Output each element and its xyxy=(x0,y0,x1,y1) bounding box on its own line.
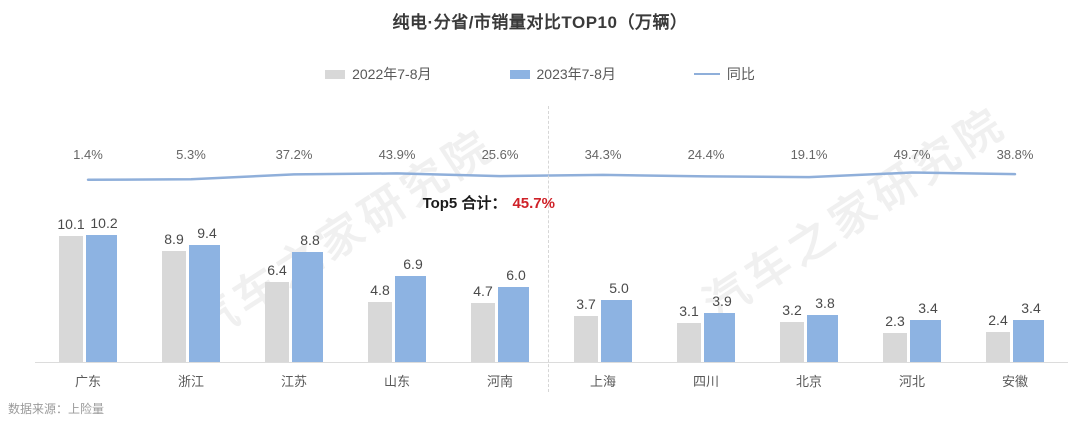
growth-rate-label: 24.4% xyxy=(687,147,725,162)
bar-value-2022: 2.4 xyxy=(988,312,1008,328)
bar-value-2022: 6.4 xyxy=(267,262,287,278)
bar-2022 xyxy=(471,303,495,362)
chart-title: 纯电·分省/市销量对比TOP10（万辆） xyxy=(392,13,688,32)
bar-value-2022: 2.3 xyxy=(885,313,905,330)
bar-2022 xyxy=(986,332,1010,362)
category-label: 四川 xyxy=(692,374,719,389)
bar-value-2023: 9.4 xyxy=(197,224,217,241)
bar-value-2023: 3.9 xyxy=(712,293,732,310)
bar-2022 xyxy=(883,333,907,362)
bar-value-2023: 10.2 xyxy=(90,214,118,231)
growth-rate-label: 5.3% xyxy=(176,147,206,162)
bar-2023 xyxy=(189,244,220,362)
category-label: 上海 xyxy=(589,374,616,389)
bar-value-2022: 10.1 xyxy=(57,215,85,232)
bar-value-2023: 6.9 xyxy=(403,255,423,272)
category-label: 浙江 xyxy=(177,374,204,389)
bar-2023 xyxy=(807,314,838,362)
legend-label: 同比 xyxy=(726,66,755,82)
category-label: 北京 xyxy=(795,374,822,389)
bar-2022 xyxy=(574,315,598,362)
growth-rate-label: 25.6% xyxy=(481,147,519,162)
bar-2023 xyxy=(86,234,117,362)
growth-rate-label: 37.2% xyxy=(275,147,313,162)
growth-rate-label: 49.7% xyxy=(893,147,931,162)
growth-rate-label: 38.8% xyxy=(996,147,1034,162)
legend-item-series1: 2023年7-8月 xyxy=(509,64,616,84)
legend-item-series0: 2022年7-8月 xyxy=(325,64,432,84)
top5-total-value: 45.7% xyxy=(512,195,555,212)
top5-total-annotation: Top5 合计： 45.7% xyxy=(405,192,555,213)
legend-item-trend: 同比 xyxy=(693,64,755,84)
bar-value-2022: 8.9 xyxy=(164,230,184,247)
growth-rate-label: 34.3% xyxy=(584,147,622,162)
category-label: 山东 xyxy=(383,374,410,389)
legend-bar-swatch xyxy=(325,69,346,79)
bar-2023 xyxy=(910,319,941,362)
bar-value-2022: 3.7 xyxy=(576,295,596,312)
x-axis-line xyxy=(35,362,1068,363)
legend-label: 2022年7-8月 xyxy=(352,66,432,82)
bar-value-2022: 3.1 xyxy=(679,303,699,320)
bar-value-2023: 8.8 xyxy=(300,232,320,248)
bar-2023 xyxy=(704,313,735,362)
bar-2023 xyxy=(601,299,632,362)
bar-value-2023: 3.4 xyxy=(918,299,938,316)
bar-2023 xyxy=(498,287,529,362)
top5-divider-line xyxy=(548,106,549,392)
legend-line-swatch xyxy=(693,73,720,75)
category-label: 安徽 xyxy=(1001,374,1028,389)
chart-legend: 2022年7-8月 2023年7-8月 同比 xyxy=(0,64,1080,84)
growth-rate-label: 43.9% xyxy=(378,147,416,162)
bar-value-2023: 3.8 xyxy=(815,294,835,311)
bar-value-2022: 4.7 xyxy=(473,283,493,300)
legend-label: 2023年7-8月 xyxy=(536,66,616,82)
bar-2023 xyxy=(292,252,323,362)
growth-rate-label: 1.4% xyxy=(73,147,103,162)
category-label: 河南 xyxy=(486,374,513,389)
bar-2022 xyxy=(780,322,804,362)
bar-2022 xyxy=(162,250,186,362)
bar-2022 xyxy=(265,282,289,362)
top5-total-label: Top5 合计： xyxy=(422,195,507,212)
category-label: 江苏 xyxy=(280,374,307,389)
bar-value-2023: 5.0 xyxy=(609,279,629,296)
growth-rate-label: 19.1% xyxy=(790,147,828,162)
bar-2022 xyxy=(59,235,83,362)
bar-value-2022: 3.2 xyxy=(782,302,802,318)
category-label: 河北 xyxy=(898,374,925,389)
legend-bar-swatch xyxy=(509,69,530,79)
bar-2022 xyxy=(368,302,392,362)
bar-value-2023: 6.0 xyxy=(506,267,526,283)
bar-value-2023: 3.4 xyxy=(1021,299,1041,316)
category-label: 广东 xyxy=(74,374,101,389)
bar-value-2022: 4.8 xyxy=(370,282,390,298)
bar-2023 xyxy=(395,275,426,362)
bar-2022 xyxy=(677,323,701,362)
bar-2023 xyxy=(1013,319,1044,362)
data-source-note: 数据来源：上险量 xyxy=(8,402,105,416)
